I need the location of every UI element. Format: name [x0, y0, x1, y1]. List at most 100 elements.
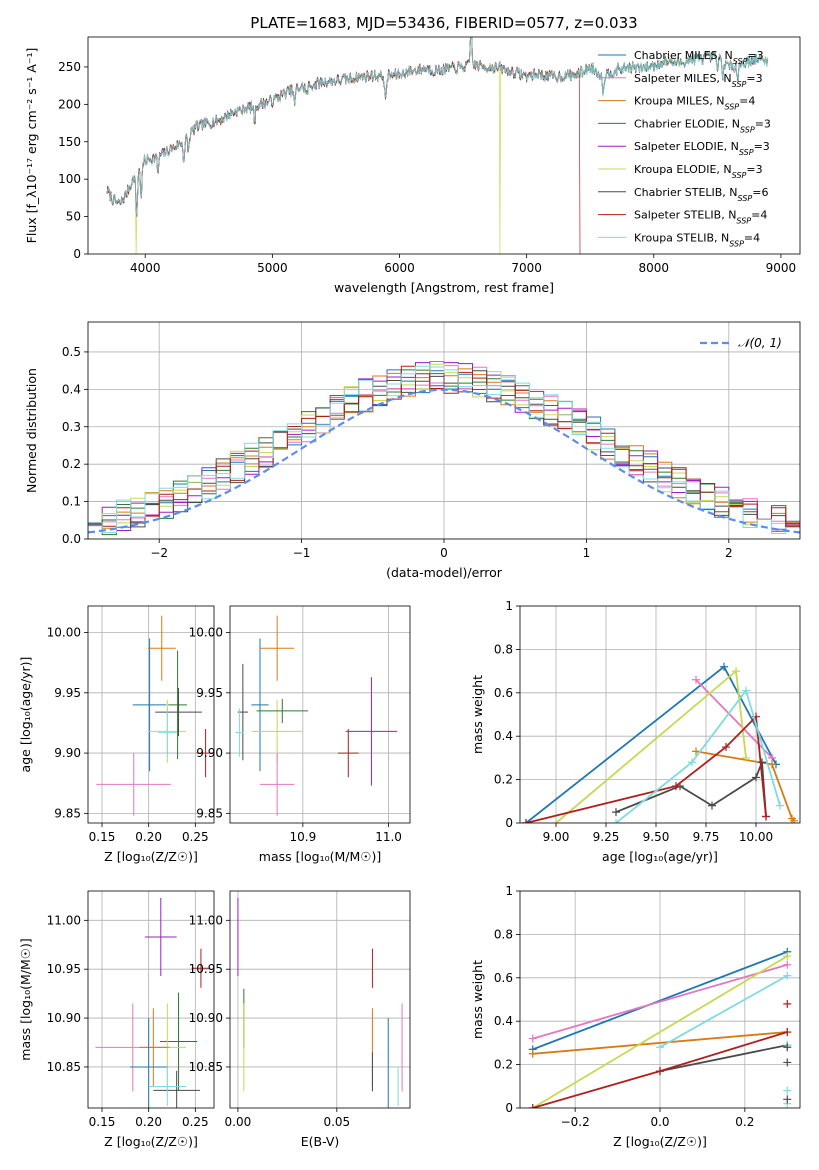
legend-label-chabrier-stelib-n-ssp-6: Chabrier STELIB, NSSP=6	[634, 186, 768, 203]
legend-label-kroupa-miles-n-ssp-4: Kroupa MILES, NSSP=4	[634, 95, 755, 112]
y-tick-label: 0.6	[494, 971, 513, 985]
plot-area	[88, 891, 214, 1108]
errorbar-salpeter-stelib	[338, 728, 359, 778]
axes-frame	[229, 605, 411, 824]
y-tick-label: 250	[58, 60, 81, 74]
x-tick-label: 0.20	[135, 1115, 162, 1129]
x-tick-label: 0.25	[182, 830, 209, 844]
weight-point-kroupa-miles	[692, 747, 700, 756]
y-tick-label: 10.85	[189, 1060, 223, 1074]
panels: 4000 5000 6000 7000 8000 9000050100150200250w…	[18, 36, 801, 1149]
histogram-kroupa-stelib	[88, 365, 800, 539]
x-tick-label: −1	[293, 546, 311, 560]
y-tick-label: 10.95	[47, 962, 81, 976]
y-axis-label: mass weight	[470, 675, 485, 754]
errorbar-salpeter-stelib	[196, 728, 214, 778]
weight-point-kroupa-elodie	[552, 819, 560, 823]
figure-title: PLATE=1683, MJD=53436, FIBERID=0577, z=0…	[250, 14, 637, 32]
y-tick-label: 10.90	[189, 1011, 223, 1025]
weight-point-kroupa-miles	[790, 816, 798, 823]
y-axis-label: age [log₁₀(age/yr)]	[18, 657, 33, 773]
x-axis-label: age [log₁₀(age/yr)]	[602, 849, 718, 864]
weight-point-kroupa-stelib	[776, 801, 784, 810]
y-tick-label: 0	[505, 816, 513, 830]
x-tick-label: 0.25	[182, 1115, 209, 1129]
y-tick-label: 9.90	[54, 746, 81, 760]
y-tick-label: 0	[73, 247, 81, 261]
errorbar-chabrier-elodie	[256, 698, 308, 723]
y-tick-label: 0.4	[62, 382, 81, 396]
weight-point-chabrier-stelib	[752, 773, 760, 782]
weight-line-chabrier-stelib	[615, 761, 767, 817]
errorbar-chabrier-miles	[130, 1018, 168, 1108]
plot-area	[520, 606, 800, 823]
x-tick-label: 2	[725, 546, 733, 560]
errorbar-salpeter-stelib	[191, 948, 211, 988]
x-tick-label: 7000	[511, 261, 542, 275]
spectrum-series-kroupa-stelib-n-ssp-4	[106, 37, 769, 216]
weight-line-kroupa-miles	[532, 1031, 788, 1055]
y-tick-label: 0.8	[494, 642, 513, 656]
y-tick-label: 9.85	[54, 806, 81, 820]
y-tick-label: 9.95	[196, 686, 223, 700]
weight-point-salpeter-stelib	[722, 743, 730, 752]
y-tick-label: 11.00	[189, 913, 223, 927]
axes-frame	[87, 321, 801, 540]
x-tick-label: 10.00	[739, 830, 773, 844]
panel-age-weights: 9.00 9.25 9.50 9.75 10.00 0 0.2 0.4 0.6 0.8 1 age […	[470, 599, 801, 864]
weight-line-chabrier-miles	[532, 950, 788, 1051]
legend-label-chabrier-elodie-n-ssp-3: Chabrier ELODIE, NSSP=3	[634, 117, 771, 133]
y-tick-label: 0.4	[494, 1014, 513, 1028]
weight-point-chabrier-miles	[720, 662, 728, 671]
y-tick-label: 1	[505, 599, 513, 613]
weight-point-chabrier-stelib	[783, 1095, 792, 1104]
x-tick-label: 9000	[766, 261, 797, 275]
weight-line-kroupa-miles	[695, 750, 795, 822]
plot-area	[88, 322, 800, 539]
weight-point-salpeter-stelib	[783, 999, 792, 1008]
y-tick-label: 0.5	[62, 345, 81, 359]
x-axis-label: mass [log₁₀(M/M☉)]	[259, 849, 381, 864]
y-tick-label: 200	[58, 97, 81, 111]
residuals-legend: 𝒩(0, 1)	[700, 336, 782, 350]
weight-point-salpeter-stelib	[522, 819, 530, 823]
weight-line-salpeter-miles	[532, 963, 788, 1040]
y-axis-label: Normed distribution	[24, 368, 39, 493]
weight-line-kroupa-elodie	[532, 955, 788, 1108]
weight-point-kroupa-miles	[768, 760, 776, 769]
panel-z-weights: −0.2 0.0 0.2 0 0.2 0.4 0.6 0.8 1 Z [log₁₀(Z/Z☉)] m…	[470, 884, 801, 1149]
y-axis-label: mass weight	[470, 960, 485, 1039]
errorbar-chabrier-stelib	[155, 687, 202, 737]
axes-frame	[87, 890, 215, 1109]
x-tick-label: 9.00	[543, 830, 570, 844]
panel-mass-vs-age: 10.9 11.0 9.85 9.90 9.95 10.00 mass [log₁₀(M/M…	[189, 605, 411, 864]
weight-point-kroupa-stelib	[656, 1043, 664, 1052]
weight-line-kroupa-stelib	[659, 974, 788, 1048]
x-tick-label: 6000	[384, 261, 415, 275]
panel-residuals: −2 −1 0 1 2 0.0 0.1 0.2 0.3 0.4 0.5 (data-model)/er…	[24, 321, 801, 580]
legend-label-salpeter-elodie-n-ssp-3: Salpeter ELODIE, NSSP=3	[634, 140, 770, 157]
errorbar-chabrier-miles	[251, 638, 269, 772]
weight-point-salpeter-stelib	[656, 1067, 664, 1076]
y-tick-label: 0.8	[494, 927, 513, 941]
x-tick-label: −0.2	[561, 1115, 590, 1129]
panel-spectrum: 4000 5000 6000 7000 8000 9000 0 50 100 150 200 250 w…	[24, 36, 801, 295]
x-tick-label: 0.00	[225, 1115, 252, 1129]
y-tick-label: 0.2	[62, 457, 81, 471]
weight-point-kroupa-miles	[528, 1049, 537, 1058]
weight-point-chabrier-stelib	[783, 1058, 792, 1067]
x-tick-label: 0	[440, 546, 448, 560]
x-tick-label: 0.20	[135, 830, 162, 844]
weight-line-salpeter-miles	[695, 679, 773, 759]
axes-frame	[519, 605, 801, 824]
y-tick-label: 0.2	[494, 773, 513, 787]
weight-point-salpeter-stelib	[783, 1028, 792, 1037]
y-tick-label: 9.95	[54, 686, 81, 700]
weight-point-salpeter-stelib	[672, 782, 680, 791]
y-tick-label: 9.90	[196, 746, 223, 760]
weight-line-chabrier-stelib	[659, 1044, 788, 1072]
x-tick-label: 0.0	[650, 1115, 669, 1129]
weight-point-salpeter-stelib	[528, 1104, 537, 1108]
y-tick-label: 0.0	[62, 532, 81, 546]
legend-label-normal: 𝒩(0, 1)	[738, 336, 782, 350]
